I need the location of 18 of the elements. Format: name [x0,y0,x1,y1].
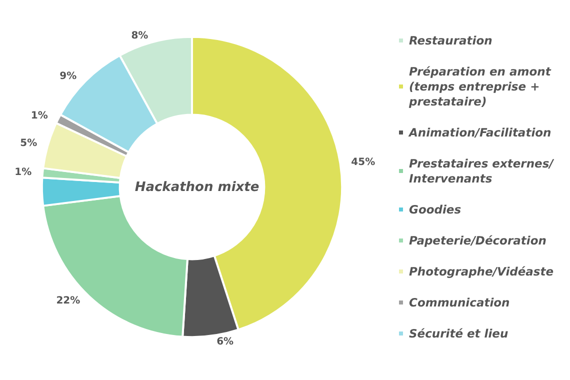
legend-label: Photographe/Vidéaste [409,264,554,278]
data-label: 9% [60,71,77,82]
data-label: 22% [56,295,80,306]
data-label: 5% [20,138,38,149]
legend-label: Papeterie/Décoration [409,234,546,248]
legend-label: Sécurité et lieu [409,326,508,340]
text: Hackathon mixte [134,180,260,195]
legend-label: Animation/Facilitation [408,126,552,140]
data-label: 1% [30,110,48,122]
data-label: 6% [216,336,234,348]
data-label: 8% [131,30,148,42]
legend-label: Communication [409,296,510,310]
data-label: 45% [351,157,376,168]
legend-label: Préparation en amont (temps entreprise + prestataire) [408,64,555,108]
data-label: 1% [14,166,32,178]
legend-label: Restauration [409,34,492,48]
legend-label: Goodies [409,202,462,216]
legend-label: Prestataires externes/Intervenants [409,156,554,186]
